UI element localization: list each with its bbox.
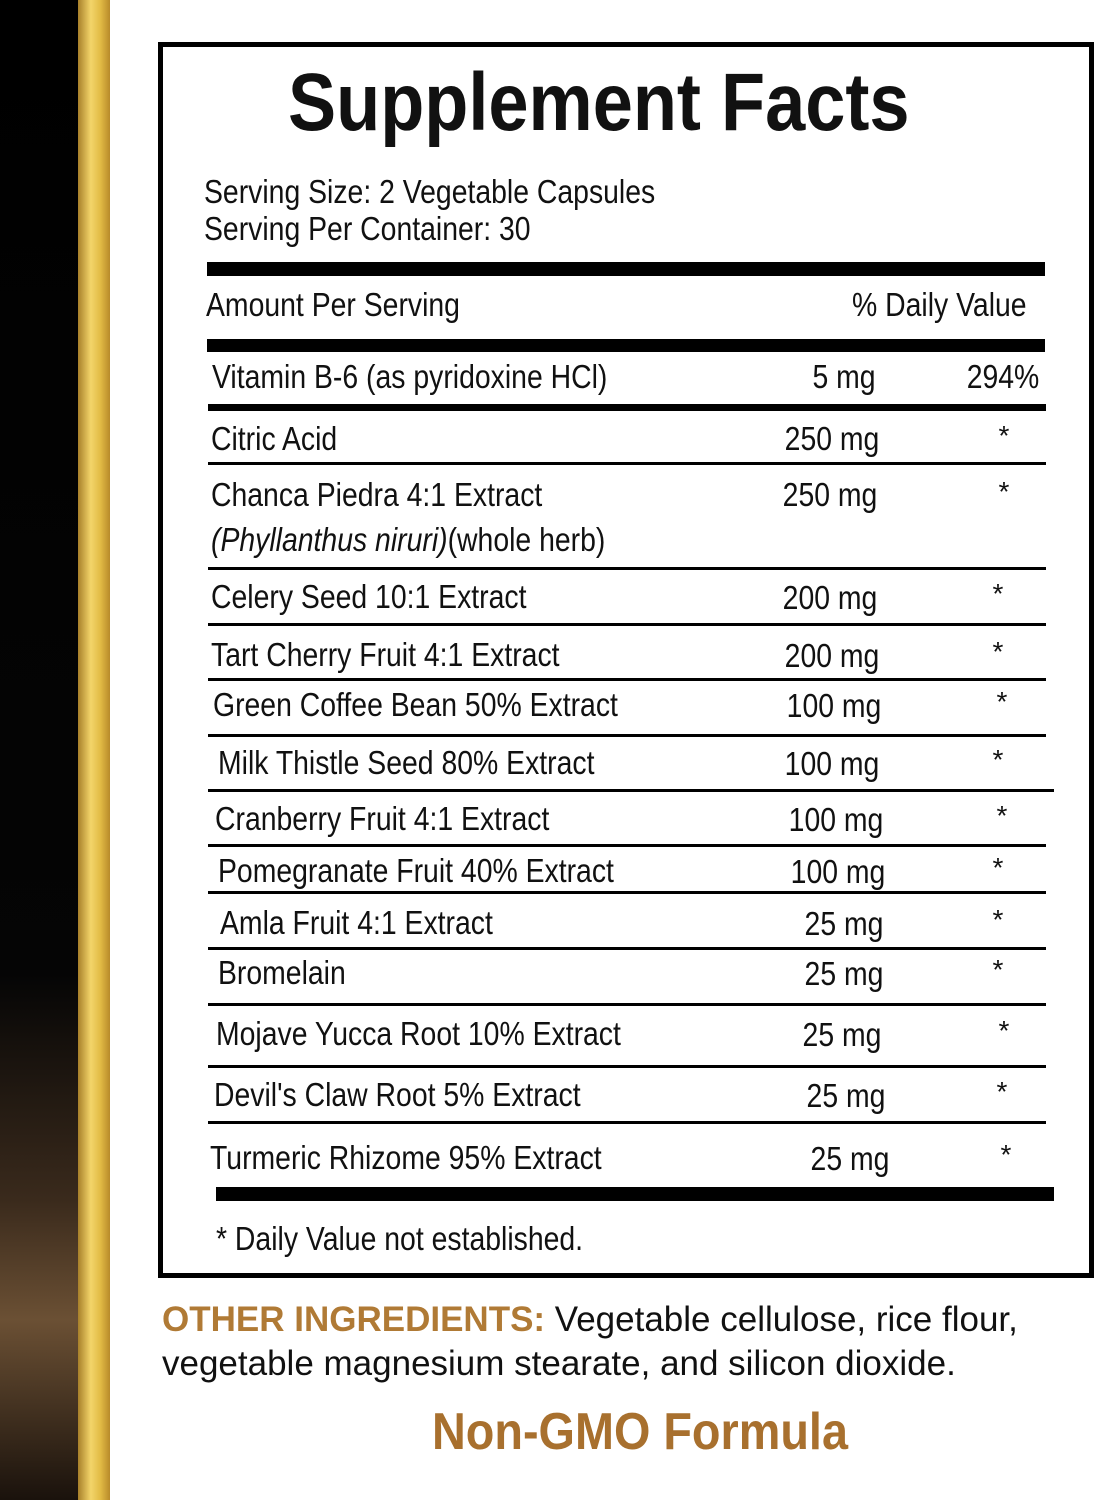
other-ingredients: OTHER INGREDIENTS: Vegetable cellulose, … (162, 1298, 1018, 1386)
row-divider (208, 844, 1046, 847)
row-name: Milk Thistle Seed 80% Extract (218, 744, 595, 781)
row-divider (208, 734, 1046, 737)
row-name: Mojave Yucca Root 10% Extract (216, 1015, 621, 1052)
row-dv: * (996, 1076, 1008, 1107)
row-dv: * (992, 578, 1004, 609)
servings-per-container: Serving Per Container: 30 (204, 210, 531, 247)
row-name: Citric Acid (211, 420, 338, 457)
row-amount: 5 mg (812, 358, 876, 395)
row-divider (208, 623, 1046, 626)
supplement-facts-panel (158, 42, 1094, 1278)
row-name: Vitamin B-6 (as pyridoxine HCl) (212, 358, 608, 395)
row-amount: 25 mg (810, 1140, 890, 1177)
row-divider (208, 789, 1054, 792)
other-ingredients-label: OTHER INGREDIENTS: (162, 1300, 546, 1339)
row-dv: 294% (966, 358, 1040, 395)
row-name: Bromelain (218, 954, 346, 991)
row-amount: 250 mg (782, 476, 878, 513)
decorative-dark-strip (0, 0, 78, 1500)
row-amount: 25 mg (802, 1016, 882, 1053)
row-name: Devil's Claw Root 5% Extract (214, 1076, 581, 1113)
row-amount: 25 mg (806, 1077, 886, 1114)
row-dv: * (998, 476, 1010, 507)
amount-header: Amount Per Serving (206, 286, 460, 323)
row-name: Green Coffee Bean 50% Extract (213, 686, 618, 723)
row-amount: 100 mg (788, 801, 884, 838)
plant-part: (whole herb) (447, 521, 606, 558)
divider-thick (207, 339, 1045, 352)
row-amount: 250 mg (784, 420, 880, 457)
row-dv: * (998, 420, 1010, 451)
divider-thick (207, 262, 1045, 276)
row-amount: 100 mg (786, 687, 882, 724)
row-dv: * (998, 1015, 1010, 1046)
row-dv: * (992, 904, 1004, 935)
row-divider (208, 404, 1046, 411)
row-name: Turmeric Rhizome 95% Extract (210, 1139, 602, 1176)
row-dv: * (992, 954, 1004, 985)
row-dv: * (992, 744, 1004, 775)
row-name: Tart Cherry Fruit 4:1 Extract (211, 636, 560, 673)
row-divider (208, 678, 1046, 681)
other-ingredients-line1: Vegetable cellulose, rice flour, (545, 1300, 1018, 1339)
row-divider (208, 567, 1046, 570)
row-dv: * (996, 686, 1008, 717)
other-ingredients-line2: vegetable magnesium stearate, and silico… (162, 1344, 956, 1383)
row-dv: * (992, 636, 1004, 667)
non-gmo-badge: Non-GMO Formula (432, 1403, 848, 1461)
row-name: Amla Fruit 4:1 Extract (220, 904, 493, 941)
row-divider (208, 947, 1046, 950)
row-divider (208, 1121, 1046, 1124)
row-name: Pomegranate Fruit 40% Extract (218, 852, 614, 889)
row-divider (208, 1065, 1046, 1068)
row-dv: * (992, 852, 1004, 883)
row-divider (208, 462, 1046, 465)
row-amount: 200 mg (782, 579, 878, 616)
row-divider (208, 891, 1046, 894)
row-name: Cranberry Fruit 4:1 Extract (215, 800, 550, 837)
page-title: Supplement Facts (288, 57, 910, 148)
footnote: * Daily Value not established. (216, 1220, 584, 1257)
row-amount: 100 mg (784, 745, 880, 782)
row-dv: * (996, 800, 1008, 831)
decorative-gold-strip (78, 0, 110, 1500)
latin-name: (Phyllanthus niruri) (211, 521, 448, 558)
dv-header: % Daily Value (852, 286, 1027, 323)
row-amount: 25 mg (804, 905, 884, 942)
row-amount: 25 mg (804, 955, 884, 992)
row-divider (208, 1003, 1046, 1006)
row-name: Chanca Piedra 4:1 Extract (211, 476, 543, 513)
row-name: Celery Seed 10:1 Extract (211, 578, 527, 615)
row-dv: * (1000, 1139, 1012, 1170)
row-latin-name: (Phyllanthus niruri)(whole herb) (211, 522, 605, 558)
row-amount: 100 mg (790, 853, 886, 890)
divider-thick (216, 1187, 1054, 1201)
serving-size: Serving Size: 2 Vegetable Capsules (204, 173, 656, 210)
row-amount: 200 mg (784, 637, 880, 674)
